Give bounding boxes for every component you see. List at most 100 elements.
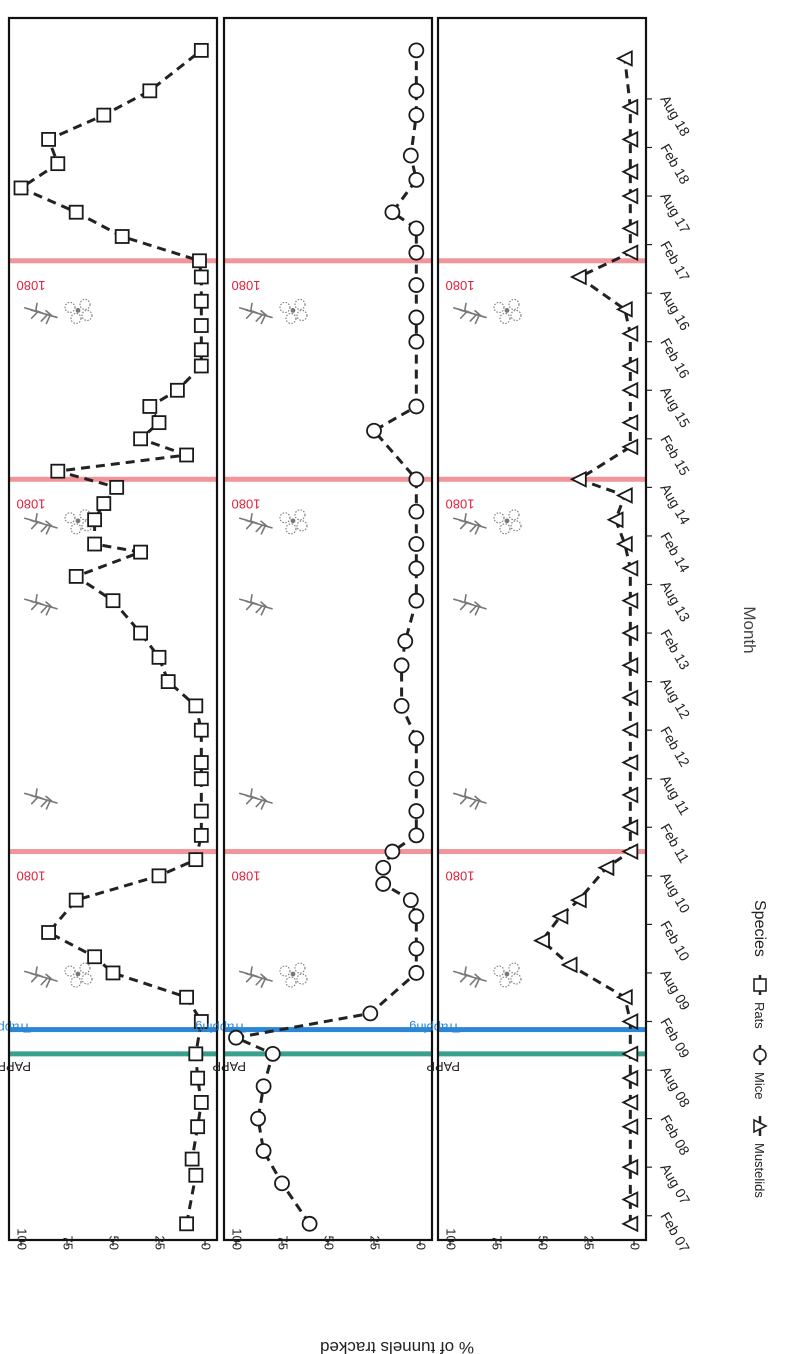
data-point-rats xyxy=(193,771,209,787)
event-label-poison: 1080 xyxy=(446,496,475,511)
event-line-trapping xyxy=(9,1027,217,1033)
data-point-mice xyxy=(408,42,425,59)
data-point-mustelids xyxy=(621,1045,639,1063)
data-point-mustelids xyxy=(621,1069,639,1087)
data-point-mustelids xyxy=(615,535,633,553)
data-point-mice xyxy=(408,803,425,819)
data-point-mustelids xyxy=(621,843,639,861)
value-tick-label: 50 xyxy=(536,1236,551,1250)
data-point-rats xyxy=(193,1014,209,1029)
data-point-mice xyxy=(375,876,392,892)
data-point-mice xyxy=(408,940,425,957)
data-point-rats xyxy=(193,342,209,358)
event-label-poison: 1080 xyxy=(17,869,46,884)
data-point-mustelids xyxy=(621,1191,639,1208)
data-point-mice xyxy=(274,1175,290,1192)
event-label-trapping: Trapping xyxy=(0,1021,31,1036)
data-point-rats xyxy=(188,852,204,868)
plant-sprig-icon xyxy=(452,508,488,540)
data-point-rats xyxy=(87,949,102,965)
data-point-mice xyxy=(408,536,425,552)
data-point-mustelids xyxy=(621,818,639,836)
event-label-poison: 1080 xyxy=(17,278,46,293)
value-tick-label: 75 xyxy=(61,1236,76,1250)
data-point-mustelids xyxy=(621,1118,639,1136)
plant-sprig-icon xyxy=(452,297,488,330)
flower-icon xyxy=(279,962,308,988)
plant-sprig-icon xyxy=(23,961,59,993)
data-point-rats xyxy=(169,382,185,398)
data-point-rats xyxy=(41,131,56,147)
data-point-rats xyxy=(193,722,209,738)
data-point-mustelids xyxy=(569,891,587,909)
event-line-papp xyxy=(224,1051,432,1057)
data-point-mustelids xyxy=(615,50,633,67)
data-point-rats xyxy=(192,253,207,269)
data-point-mice xyxy=(408,107,425,124)
flower-icon xyxy=(64,962,93,988)
data-point-rats xyxy=(193,358,209,374)
data-point-mice xyxy=(384,204,401,221)
flower-icon xyxy=(493,509,522,535)
data-point-mice xyxy=(362,1005,379,1022)
data-point-rats xyxy=(193,1095,209,1110)
data-point-rats xyxy=(193,293,209,309)
data-point-mustelids xyxy=(615,988,633,1006)
event-label-poison: 1080 xyxy=(446,278,475,293)
data-point-mice xyxy=(408,471,425,488)
data-point-mice xyxy=(402,147,419,164)
month-tick-label: Feb 08 xyxy=(657,1112,693,1158)
data-point-rats xyxy=(188,1167,204,1183)
data-point-rats xyxy=(190,1070,206,1086)
event-label-poison: 1080 xyxy=(232,869,261,884)
month-tick-label: Aug 12 xyxy=(657,675,693,722)
plant-sprig-icon xyxy=(452,589,488,621)
month-tick-label: Feb 17 xyxy=(657,238,693,284)
legend: Species Rats Mice Mustelids xyxy=(751,900,768,1198)
data-point-mice xyxy=(408,908,425,925)
value-tick-label: 100 xyxy=(444,1228,459,1250)
data-point-mustelids xyxy=(569,470,587,488)
data-point-rats xyxy=(133,431,149,447)
panels-layer: PAPP Trapping 1080 1080 1080 0 25 50 75 100 PAPP Tr… xyxy=(0,16,694,1255)
event-label-papp: PAPP xyxy=(212,1059,246,1074)
value-tick-label: 0 xyxy=(199,1243,214,1250)
event-line-poison xyxy=(438,476,646,482)
data-point-rats xyxy=(188,1046,204,1062)
event-label-poison: 1080 xyxy=(17,496,46,511)
event-line-trapping xyxy=(438,1027,646,1033)
event-line-papp xyxy=(9,1051,217,1057)
data-point-rats xyxy=(133,625,149,641)
data-point-rats xyxy=(184,1151,200,1167)
data-point-rats xyxy=(193,269,209,285)
data-point-mice xyxy=(250,1110,266,1127)
data-point-mustelids xyxy=(560,956,578,974)
data-point-rats xyxy=(68,892,84,908)
data-point-mustelids xyxy=(532,932,550,950)
event-line-poison xyxy=(224,849,432,855)
value-tick-label: 50 xyxy=(322,1236,337,1250)
data-point-mustelids xyxy=(621,357,639,375)
panel-frame xyxy=(222,16,434,1242)
data-point-mustelids xyxy=(621,624,639,642)
data-point-mice xyxy=(408,82,425,99)
data-point-mice xyxy=(408,171,425,188)
data-point-rats xyxy=(50,156,66,172)
legend-title: Species xyxy=(751,900,768,957)
plant-sprig-icon xyxy=(452,783,488,815)
series-line-rats xyxy=(19,49,203,1225)
month-tick-label: Feb 11 xyxy=(657,821,692,866)
month-tick-label: Feb 13 xyxy=(657,627,693,673)
data-point-rats xyxy=(193,42,209,58)
data-point-mustelids xyxy=(621,656,639,674)
data-point-rats xyxy=(179,1216,195,1232)
data-point-mice xyxy=(408,333,425,350)
data-point-rats xyxy=(188,698,204,714)
data-point-rats xyxy=(179,989,195,1005)
series-line-mice xyxy=(234,50,418,1225)
month-tick-label: Aug 16 xyxy=(657,287,693,334)
event-line-papp xyxy=(438,1051,646,1057)
data-point-mice xyxy=(408,965,425,981)
data-point-mice xyxy=(408,592,425,609)
